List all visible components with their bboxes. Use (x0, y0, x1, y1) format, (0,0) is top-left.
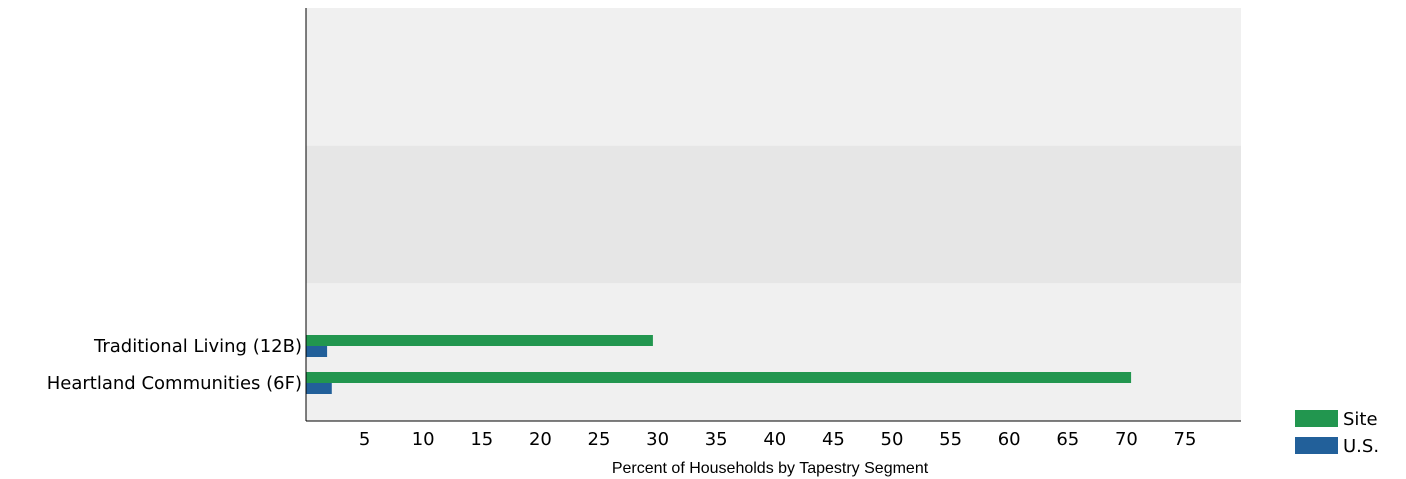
x-tick-label: 5 (359, 429, 370, 450)
legend-swatch (1295, 410, 1338, 427)
bar-site-1 (306, 372, 1132, 383)
x-tick-label: 50 (881, 429, 904, 450)
x-tick-label: 15 (470, 429, 493, 450)
category-labels: Traditional Living (12B) Heartland Commun… (47, 336, 302, 394)
x-tick-label: 35 (705, 429, 728, 450)
background-bands (306, 8, 1241, 421)
x-tick-label: 25 (588, 429, 611, 450)
legend: Site U.S. (1295, 409, 1379, 457)
x-tick-label: 30 (646, 429, 669, 450)
legend-label: U.S. (1343, 436, 1379, 457)
x-tick-label: 60 (998, 429, 1021, 450)
category-label: Traditional Living (12B) (93, 336, 302, 357)
x-tick-label: 75 (1174, 429, 1197, 450)
legend-label: Site (1343, 409, 1378, 430)
x-tick-label: 65 (1056, 429, 1079, 450)
category-label: Heartland Communities (6F) (47, 373, 302, 394)
x-tick-label: 10 (412, 429, 435, 450)
bar-site-0 (306, 335, 653, 346)
legend-swatch (1295, 437, 1338, 454)
x-tick-label: 55 (939, 429, 962, 450)
x-tick-label: 40 (763, 429, 786, 450)
bar-u-s--0 (306, 346, 328, 357)
background-band (306, 145, 1241, 284)
x-tick-label: 45 (822, 429, 845, 450)
bar-u-s--1 (306, 383, 332, 394)
x-ticks: 5 10 15 20 25 30 35 40 45 50 55 60 65 70 75 (359, 429, 1197, 450)
x-tick-label: 20 (529, 429, 552, 450)
background-band (306, 283, 1241, 421)
x-axis-title: Percent of Households by Tapestry Segmen… (612, 460, 929, 477)
bars (306, 335, 1132, 394)
x-tick-label: 70 (1115, 429, 1138, 450)
background-band (306, 8, 1241, 146)
